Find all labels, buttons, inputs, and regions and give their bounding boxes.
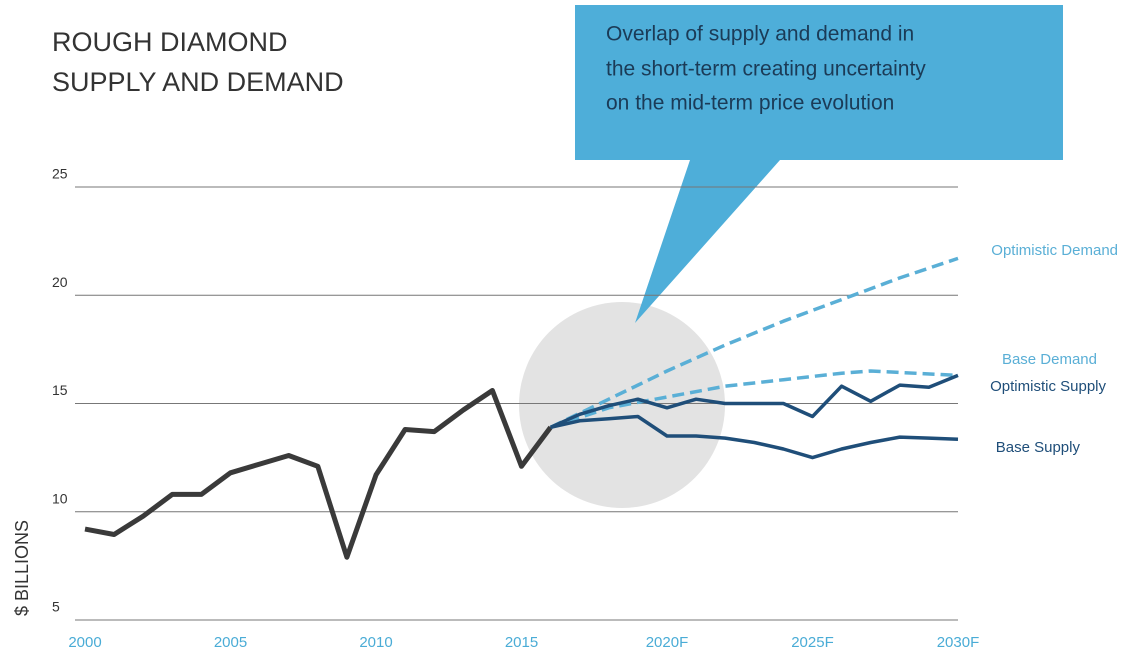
y-tick-label: 15 [52, 382, 68, 398]
series-line [550, 414, 959, 460]
series-label: Base Demand [1002, 351, 1097, 368]
series-label: Optimistic Demand [991, 242, 1118, 259]
x-tick-label: 2010 [359, 634, 392, 651]
y-axis-label: $ BILLIONS [12, 520, 32, 616]
series-label: Base Supply [996, 439, 1081, 456]
y-tick-label: 5 [52, 599, 60, 615]
series-label: Optimistic Supply [990, 378, 1106, 395]
x-tick-label: 2000 [68, 634, 101, 651]
series-line [84, 388, 553, 560]
chart-title: ROUGH DIAMOND [52, 27, 288, 57]
series-line [549, 373, 959, 429]
series-line [550, 369, 959, 429]
y-tick-label: 10 [52, 490, 68, 506]
x-tick-label: 2020F [646, 634, 689, 651]
callout-text: the short-term creating uncertainty [606, 58, 926, 81]
callout-box [575, 5, 1063, 323]
x-tick-label: 2030F [937, 634, 980, 651]
x-tick-label: 2005 [214, 634, 247, 651]
callout-text: Overlap of supply and demand in [606, 23, 914, 46]
x-tick-label: 2015 [505, 634, 538, 651]
x-tick-label: 2025F [791, 634, 834, 651]
series-line [549, 256, 959, 429]
callout-text: on the mid-term price evolution [606, 92, 894, 115]
y-tick-label: 25 [52, 166, 68, 182]
y-tick-label: 20 [52, 274, 68, 290]
chart-title: SUPPLY AND DEMAND [52, 67, 344, 97]
